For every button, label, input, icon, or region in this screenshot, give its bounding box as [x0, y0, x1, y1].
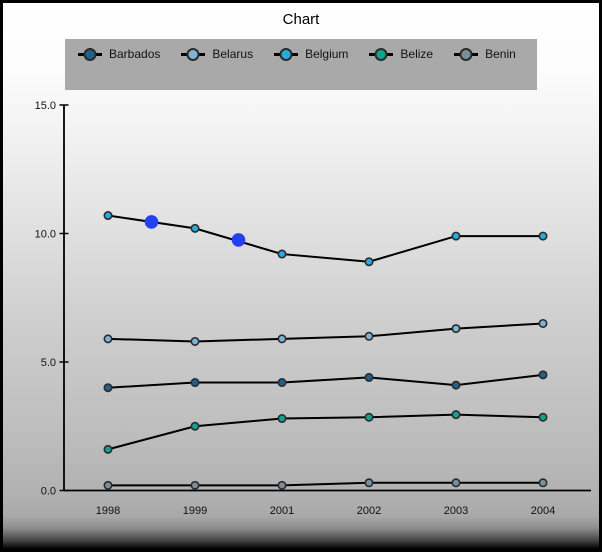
legend-label: Belgium [305, 47, 349, 61]
legend-dot-icon [374, 48, 388, 61]
data-point-belize-2004[interactable] [538, 412, 548, 422]
data-point-belgium-2002[interactable] [364, 257, 374, 267]
data-point-benin-2004[interactable] [538, 478, 548, 488]
data-point-belize-1999[interactable] [190, 421, 200, 431]
data-point-belarus-2003[interactable] [451, 324, 461, 334]
legend-marker-icon [274, 48, 299, 61]
series-line-belize [107, 413, 544, 451]
legend-dot-icon [459, 48, 473, 61]
legend-item-belarus[interactable]: Belarus [181, 48, 253, 61]
data-point-barbados-1998[interactable] [103, 383, 113, 393]
x-axis-tick-label: 2003 [444, 505, 468, 517]
y-axis-tick-label: 10.0 [35, 229, 56, 241]
data-point-barbados-2003[interactable] [451, 380, 461, 390]
legend-item-benin[interactable]: Benin [454, 48, 516, 61]
data-point-belgium-2001[interactable] [277, 249, 287, 259]
data-point-benin-2002[interactable] [364, 478, 374, 488]
data-point-barbados-1999[interactable] [190, 378, 200, 388]
legend-label: Belarus [212, 47, 254, 61]
x-axis-tick-label: 1999 [183, 505, 207, 517]
data-point-benin-1999[interactable] [190, 480, 200, 490]
legend-label: Belize [400, 47, 434, 61]
x-axis-tick-label: 2002 [357, 505, 381, 517]
data-point-barbados-2001[interactable] [277, 378, 287, 388]
data-point-belgium-2004[interactable] [538, 231, 548, 241]
x-axis-tick-label: 2001 [270, 505, 294, 517]
data-point-belgium-1998[interactable] [103, 211, 113, 221]
data-point-barbados-2002[interactable] [364, 372, 374, 382]
data-point-benin-2003[interactable] [451, 478, 461, 488]
series-line-benin [108, 481, 543, 487]
legend-marker-icon [454, 48, 479, 61]
legend-dot-icon [83, 48, 97, 61]
data-point-belize-1998[interactable] [103, 444, 113, 454]
data-point-belize-2003[interactable] [451, 410, 461, 420]
data-point-belarus-1998[interactable] [103, 334, 113, 344]
series-line-belgium [107, 214, 543, 263]
data-point-belarus-2001[interactable] [277, 334, 287, 344]
legend-label: Benin [485, 47, 516, 61]
chart-title: Chart [282, 11, 320, 28]
legend-item-belgium[interactable]: Belgium [274, 48, 348, 61]
data-point-belarus-2004[interactable] [538, 318, 548, 328]
y-axis-tick-label: 5.0 [41, 357, 56, 369]
data-point-barbados-2004[interactable] [538, 370, 548, 380]
legend-marker-icon [78, 48, 102, 61]
x-axis-tick-label: 2004 [531, 505, 555, 517]
data-point-belgium-2003[interactable] [451, 231, 461, 241]
y-axis-tick-label: 15.0 [35, 100, 56, 112]
data-point-belarus-2002[interactable] [364, 331, 374, 341]
x-axis-tick-label: 1998 [96, 505, 120, 517]
legend-item-belize[interactable]: Belize [369, 48, 433, 61]
legend: Barbados Belarus Belgium Belize Benin [65, 39, 537, 90]
legend-marker-icon [369, 48, 394, 61]
series-line-belarus [107, 322, 544, 343]
legend-marker-icon [181, 48, 206, 61]
highlighted-point-belgium[interactable] [231, 233, 246, 247]
data-point-belize-2001[interactable] [277, 414, 287, 424]
legend-dot-icon [279, 48, 293, 61]
y-axis-tick-label: 0.0 [41, 486, 56, 498]
legend-label: Barbados [109, 47, 161, 61]
legend-item-barbados[interactable]: Barbados [78, 48, 160, 61]
legend-dot-icon [186, 48, 200, 61]
data-point-benin-1998[interactable] [103, 480, 113, 490]
data-point-belize-2002[interactable] [364, 412, 374, 422]
series-line-barbados [107, 373, 544, 389]
data-point-belarus-1999[interactable] [190, 336, 200, 346]
data-point-belgium-1999[interactable] [190, 223, 200, 233]
highlighted-point-belgium[interactable] [144, 215, 159, 229]
data-point-benin-2001[interactable] [277, 480, 287, 490]
